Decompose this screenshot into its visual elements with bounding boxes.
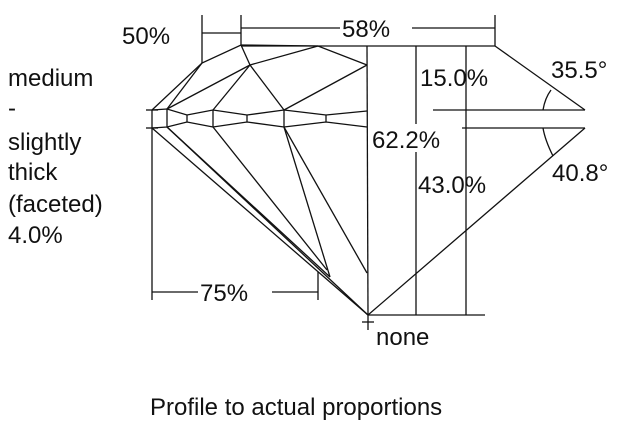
girdle-label-line: slightly: [8, 129, 81, 156]
girdle-label-line: -: [8, 95, 16, 122]
girdle-label-line: medium: [8, 65, 93, 92]
crown-slope: [494, 45, 586, 111]
crown-angle-arc: [542, 89, 552, 111]
girdle-label-line: (faceted): [8, 191, 103, 218]
crown-facet: [212, 64, 251, 111]
crown-left-label: 50%: [122, 23, 170, 50]
crown-height-label: 15.0%: [420, 65, 488, 92]
label-bg: [370, 124, 462, 152]
pavilion-angle-arc: [542, 127, 554, 157]
crown-facet: [166, 64, 251, 110]
crown-facet: [249, 45, 319, 66]
center-axis: [366, 45, 369, 316]
pavilion-facet: [212, 126, 328, 271]
pavilion-facet: [283, 126, 368, 274]
girdle-label-line: 4.0%: [8, 222, 63, 249]
caption: Profile to actual proportions: [150, 394, 442, 421]
crown-facet: [249, 64, 285, 111]
crown-angle-label: 35.5°: [551, 57, 607, 84]
pavilion-slope: [367, 127, 586, 316]
pavilion-depth-label: 43.0%: [418, 172, 486, 199]
girdle-top: [151, 108, 368, 116]
crown-facet: [240, 44, 251, 66]
crown-facet: [283, 64, 368, 111]
pavilion-facet: [166, 126, 331, 278]
table-label: 58%: [342, 16, 390, 43]
lower-half-label: 75%: [200, 280, 248, 307]
crown-facet: [166, 62, 203, 110]
girdle-label-line: thick: [8, 159, 58, 186]
total-depth-label: 62.2%: [372, 127, 440, 154]
pavilion-angle-label: 40.8°: [552, 160, 608, 187]
culet-label: none: [376, 324, 429, 351]
pavilion-facet: [283, 126, 331, 278]
girdle-bottom: [151, 121, 368, 129]
pavilion-facet: [151, 127, 369, 316]
